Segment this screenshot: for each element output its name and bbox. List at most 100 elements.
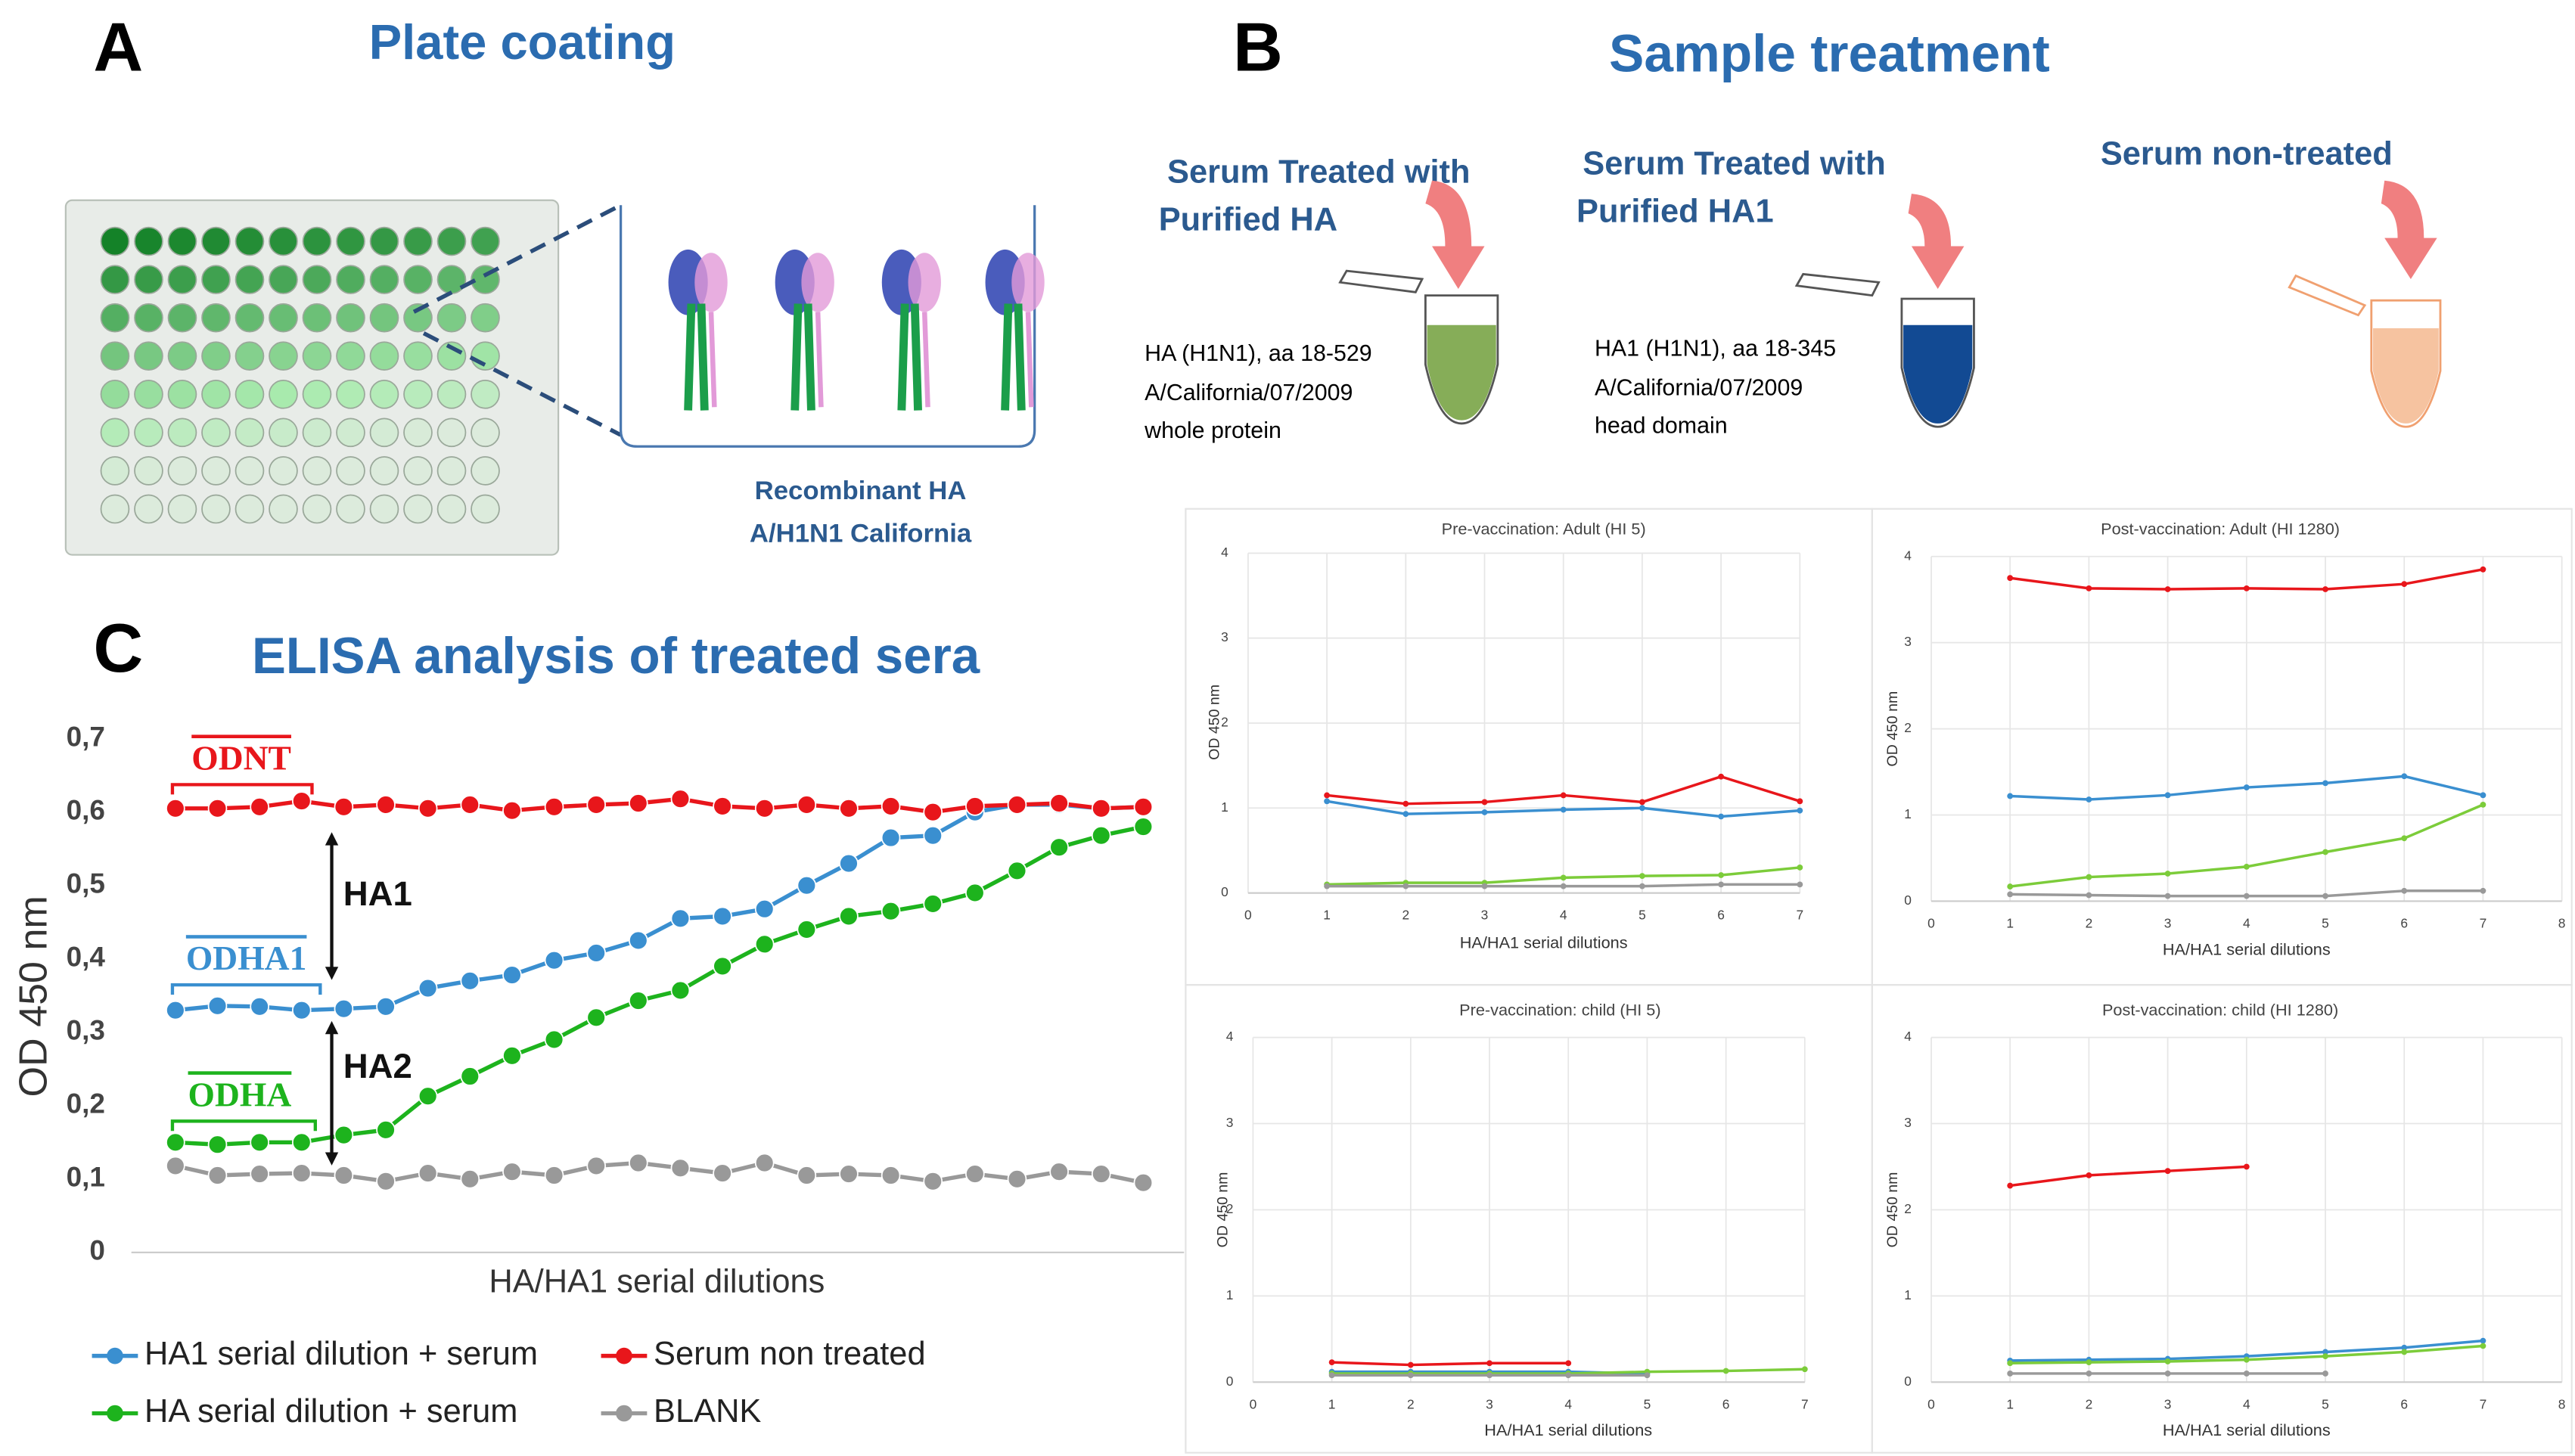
y-tick-label: 2 bbox=[1904, 1201, 1912, 1216]
y-tick-label: 2 bbox=[1226, 1201, 1234, 1216]
data-point bbox=[2086, 1371, 2092, 1377]
sample-detail: A/California/07/2009 bbox=[1145, 380, 1353, 405]
panel-label: B bbox=[1233, 9, 1283, 86]
series-line bbox=[2009, 1165, 2247, 1187]
well bbox=[436, 494, 467, 524]
data-point bbox=[460, 1169, 480, 1189]
data-point bbox=[1639, 873, 1645, 880]
data-point bbox=[2164, 1168, 2171, 1175]
tube bbox=[2288, 180, 2442, 428]
data-point bbox=[586, 1007, 606, 1028]
x-tick-label: 6 bbox=[1722, 1396, 1730, 1411]
x-tick-label: 1 bbox=[1323, 908, 1331, 923]
data-point bbox=[586, 943, 606, 963]
well bbox=[201, 303, 231, 333]
well bbox=[336, 418, 365, 448]
y-tick-label: 3 bbox=[1904, 1115, 1912, 1130]
data-point bbox=[2322, 780, 2328, 787]
well bbox=[269, 379, 298, 409]
x-tick-label: 8 bbox=[2558, 1396, 2566, 1411]
data-point bbox=[1639, 805, 1645, 812]
well bbox=[100, 456, 130, 486]
well bbox=[235, 303, 265, 333]
well bbox=[235, 265, 265, 294]
protein-stem bbox=[815, 312, 824, 408]
well bbox=[336, 226, 365, 256]
annotation: HA2 bbox=[343, 1047, 412, 1085]
well bbox=[201, 379, 231, 409]
data-point bbox=[2401, 835, 2408, 842]
chart-title: Post-vaccination: Adult (HI 1280) bbox=[2101, 520, 2340, 539]
legend-marker bbox=[107, 1347, 123, 1364]
y-tick-label: 1 bbox=[1904, 806, 1912, 821]
data-point bbox=[2401, 1349, 2408, 1355]
data-point bbox=[2007, 575, 2014, 582]
well bbox=[302, 379, 332, 409]
data-point bbox=[670, 980, 691, 1001]
data-point bbox=[797, 795, 817, 815]
well bbox=[100, 341, 130, 371]
y-tick-label: 3 bbox=[1904, 634, 1912, 649]
annotation: ODHA1 bbox=[186, 939, 307, 977]
data-point bbox=[881, 827, 901, 848]
data-point bbox=[2401, 581, 2408, 588]
well bbox=[167, 494, 197, 524]
y-tick-label: 0,4 bbox=[67, 941, 106, 972]
data-point bbox=[713, 906, 732, 927]
well bbox=[471, 379, 500, 409]
data-point bbox=[1133, 797, 1154, 817]
data-point bbox=[502, 1046, 522, 1066]
data-point bbox=[1565, 1372, 1572, 1379]
data-point bbox=[1718, 813, 1725, 820]
annotation: ODHA bbox=[188, 1075, 292, 1113]
y-tick-label: 1 bbox=[1221, 799, 1228, 815]
sample-detail: head domain bbox=[1595, 412, 1728, 438]
x-tick-label: 4 bbox=[2243, 915, 2250, 930]
well bbox=[436, 418, 467, 448]
data-point bbox=[334, 797, 354, 817]
data-point bbox=[502, 1162, 522, 1181]
well bbox=[302, 456, 332, 486]
well bbox=[436, 456, 467, 486]
data-point bbox=[670, 789, 691, 809]
well bbox=[403, 379, 433, 409]
data-point bbox=[460, 1066, 480, 1086]
data-point bbox=[629, 1153, 648, 1173]
data-point bbox=[1049, 837, 1069, 858]
well bbox=[302, 226, 332, 256]
data-point bbox=[2164, 1358, 2171, 1364]
panel-label: A bbox=[93, 9, 143, 86]
data-point bbox=[334, 1125, 354, 1145]
data-point bbox=[713, 1163, 732, 1183]
data-point bbox=[2243, 893, 2250, 899]
well bbox=[471, 456, 500, 486]
y-axis-label: OD 450 nm bbox=[1207, 685, 1223, 760]
data-point bbox=[2086, 1359, 2092, 1366]
data-point bbox=[923, 825, 943, 846]
x-axis-label: HA/HA1 serial dilutions bbox=[489, 1264, 825, 1300]
zoom-line bbox=[412, 203, 622, 314]
well bbox=[403, 494, 433, 524]
data-point bbox=[881, 901, 901, 921]
data-point bbox=[754, 934, 775, 955]
x-tick-label: 8 bbox=[2558, 915, 2566, 930]
well bbox=[269, 226, 298, 256]
protein-stem bbox=[921, 312, 930, 408]
data-point bbox=[544, 797, 564, 817]
x-tick-label: 4 bbox=[2243, 1396, 2250, 1411]
panel-label: C bbox=[93, 610, 143, 687]
data-point bbox=[1407, 1361, 1414, 1368]
data-point bbox=[2322, 1371, 2328, 1377]
data-point bbox=[250, 1164, 269, 1184]
y-tick-label: 1 bbox=[1904, 1287, 1912, 1302]
data-point bbox=[1486, 1372, 1493, 1379]
data-point bbox=[1722, 1368, 1729, 1374]
y-tick-label: 0,3 bbox=[67, 1015, 105, 1046]
data-point bbox=[2480, 1337, 2486, 1344]
bracket bbox=[170, 1119, 317, 1132]
data-point bbox=[376, 1120, 396, 1140]
y-tick-label: 0,7 bbox=[67, 721, 105, 752]
data-point bbox=[1481, 883, 1488, 889]
well bbox=[471, 226, 500, 256]
x-tick-label: 3 bbox=[1486, 1396, 1493, 1411]
